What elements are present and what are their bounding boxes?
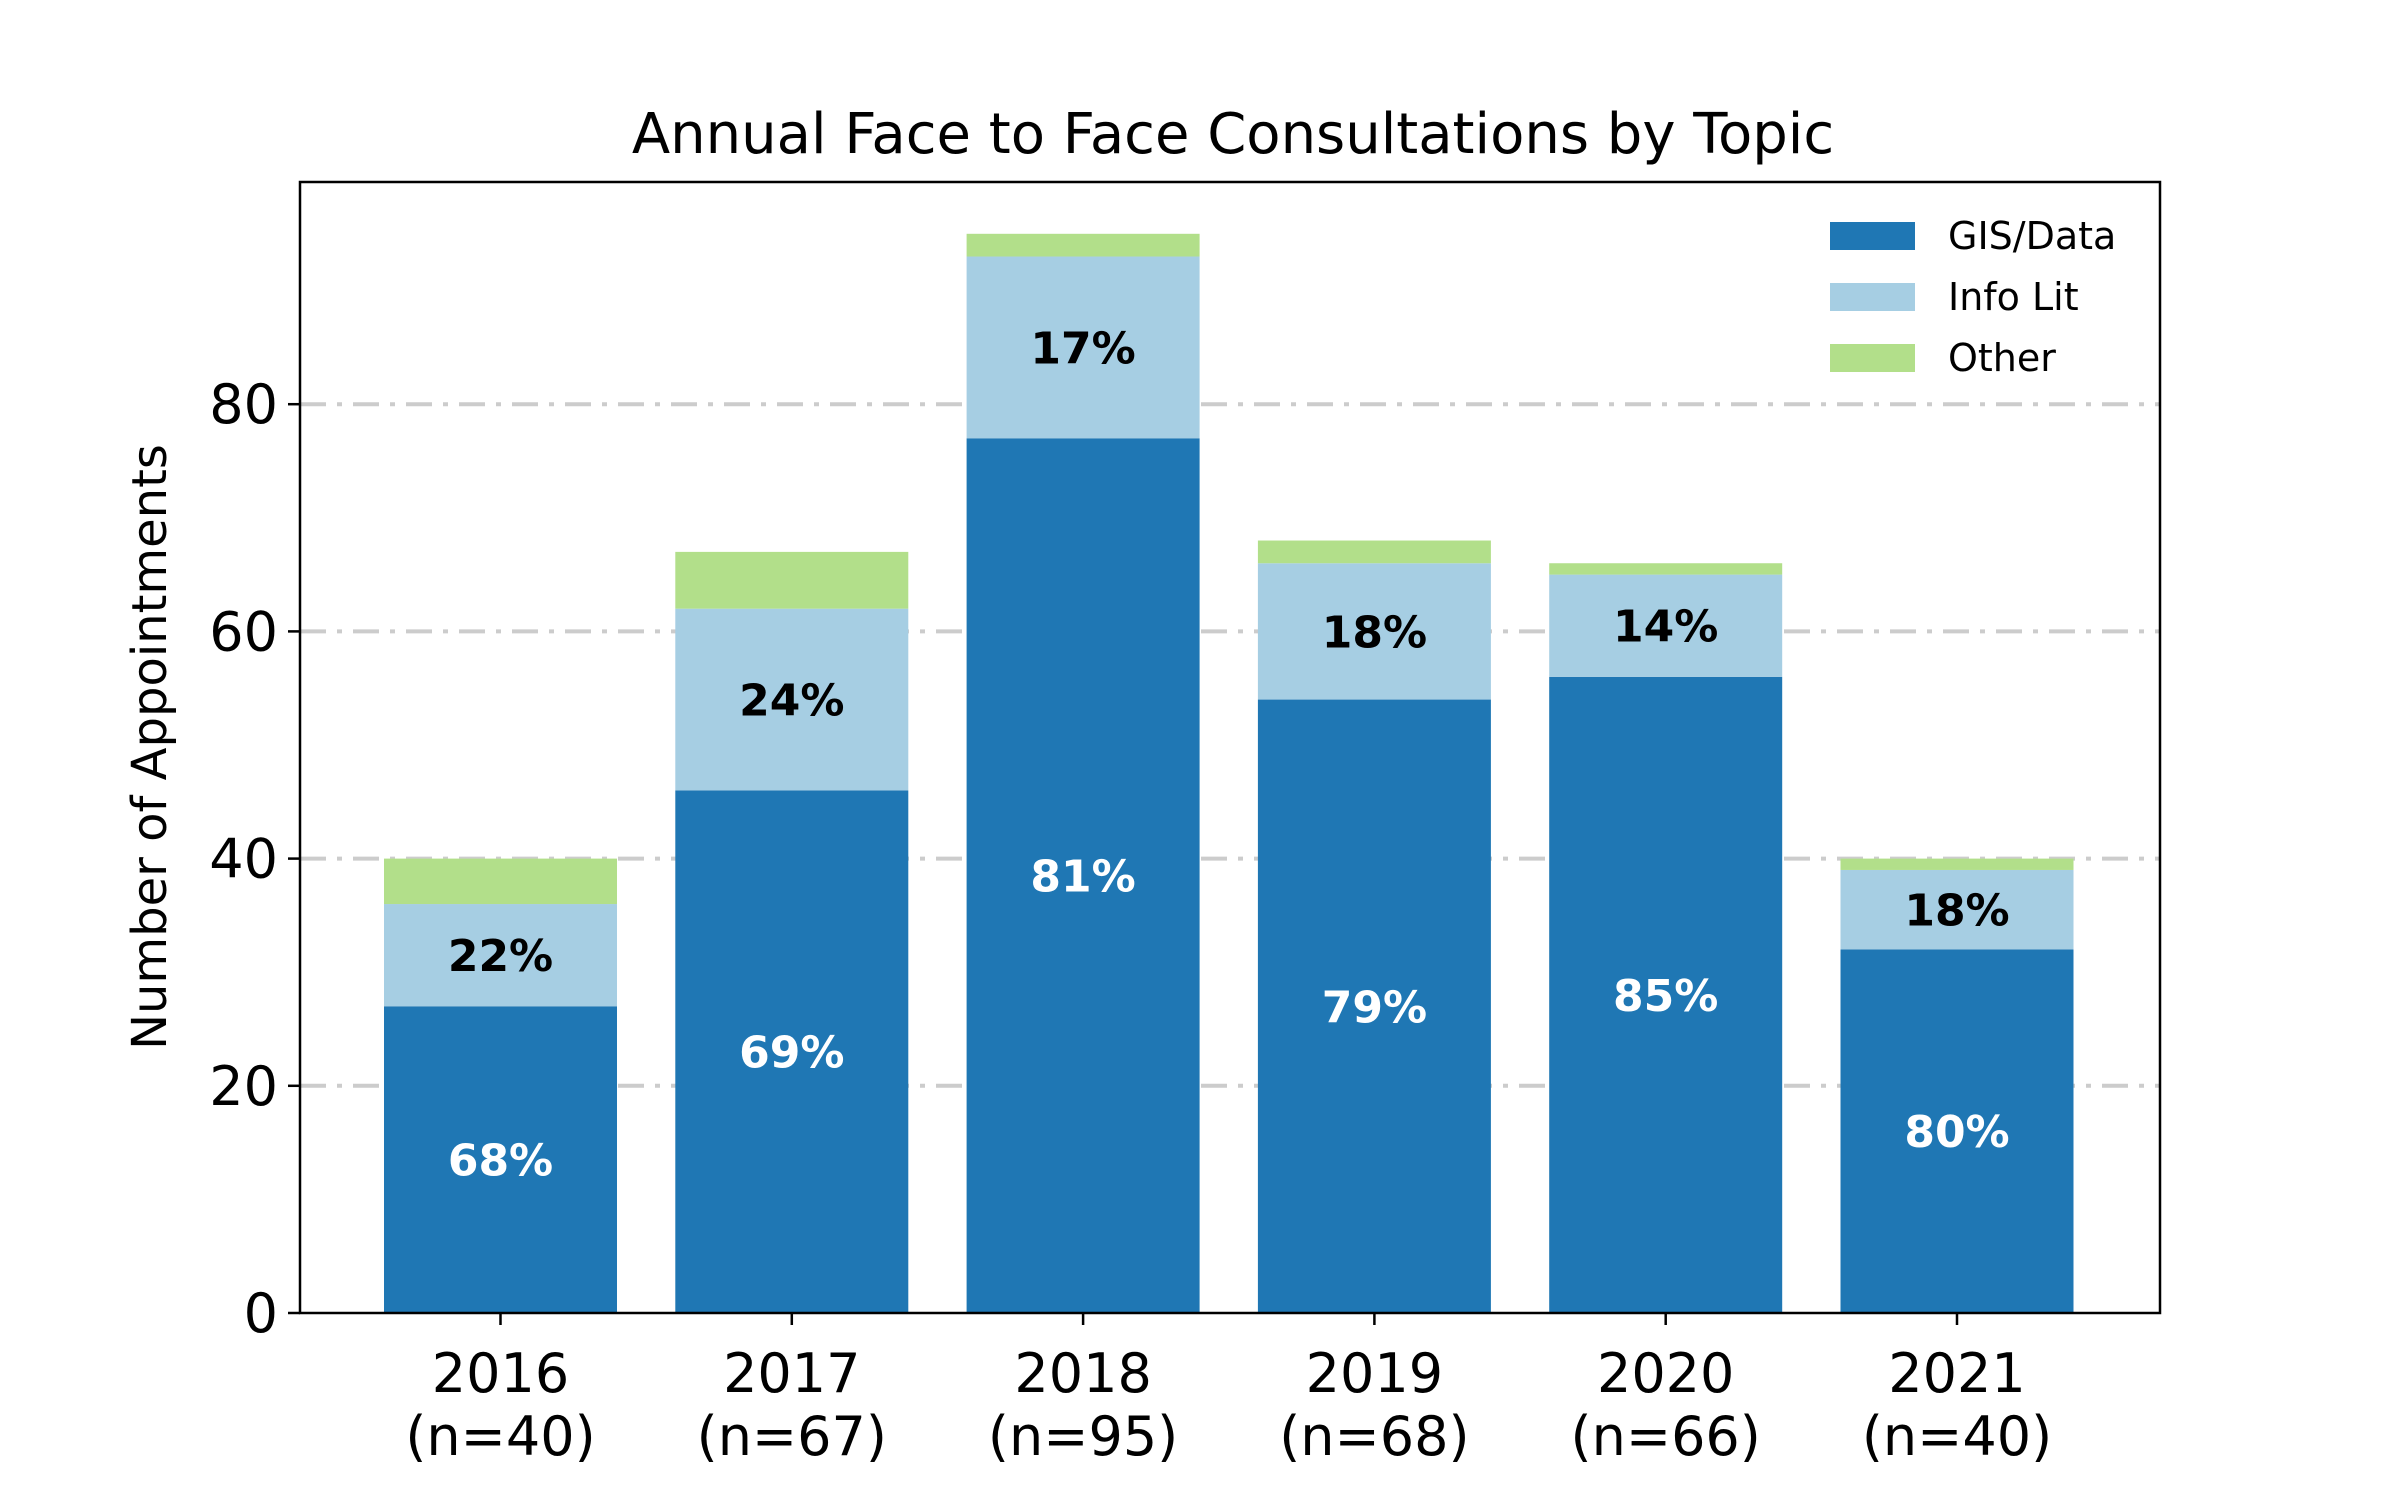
bars bbox=[384, 233, 2074, 1313]
legend-label: Other bbox=[1948, 336, 2056, 380]
y-tick-label: 40 bbox=[209, 828, 278, 891]
legend-label: Info Lit bbox=[1948, 275, 2079, 319]
x-tick-label: 2020 bbox=[1597, 1342, 1734, 1405]
bar-gis-data-2018 bbox=[966, 438, 1200, 1313]
legend-swatch bbox=[1830, 283, 1915, 311]
legend-label: GIS/Data bbox=[1948, 214, 2116, 258]
y-tick-label: 80 bbox=[209, 373, 278, 436]
data-label: 85% bbox=[1613, 971, 1718, 1022]
x-tick-label: 2016 bbox=[432, 1342, 569, 1405]
y-tick-label: 20 bbox=[209, 1055, 278, 1118]
x-tick-sublabel: (n=40) bbox=[405, 1405, 595, 1468]
bar-other-2018 bbox=[966, 233, 1200, 257]
bar-gis-data-2016 bbox=[384, 1006, 617, 1313]
data-label: 18% bbox=[1322, 607, 1427, 658]
bar-gis-data-2017 bbox=[675, 790, 909, 1313]
data-label: 69% bbox=[739, 1028, 844, 1079]
bar-info-lit-2016 bbox=[384, 904, 617, 1007]
bar-other-2021 bbox=[1840, 858, 2074, 870]
bar-other-2017 bbox=[675, 551, 909, 609]
legend-swatch bbox=[1830, 222, 1915, 250]
bar-info-lit-2018 bbox=[966, 256, 1200, 439]
chart-title: Annual Face to Face Consultations by Top… bbox=[632, 102, 1834, 167]
bar-gis-data-2021 bbox=[1840, 949, 2074, 1313]
x-tick-sublabel: (n=40) bbox=[1862, 1405, 2052, 1468]
y-tick-label: 60 bbox=[209, 600, 278, 663]
x-tick-label: 2021 bbox=[1888, 1342, 2025, 1405]
bar-other-2020 bbox=[1549, 563, 1783, 575]
bar-info-lit-2017 bbox=[675, 608, 909, 791]
data-label: 14% bbox=[1613, 602, 1718, 653]
bar-gis-data-2020 bbox=[1549, 676, 1783, 1313]
y-axis-label: Number of Appointments bbox=[122, 444, 178, 1050]
data-label: 81% bbox=[1030, 852, 1135, 903]
data-label: 79% bbox=[1322, 982, 1427, 1033]
data-label: 80% bbox=[1904, 1107, 2009, 1158]
bar-other-2016 bbox=[384, 858, 617, 905]
data-label: 18% bbox=[1904, 886, 2009, 937]
x-tick-label: 2017 bbox=[723, 1342, 860, 1405]
x-tick-sublabel: (n=66) bbox=[1571, 1405, 1761, 1468]
x-tick-label: 2019 bbox=[1306, 1342, 1443, 1405]
x-tick-sublabel: (n=67) bbox=[697, 1405, 887, 1468]
y-tick-label: 0 bbox=[244, 1282, 278, 1345]
bar-info-lit-2021 bbox=[1840, 869, 2074, 950]
x-tick-sublabel: (n=95) bbox=[988, 1405, 1178, 1468]
legend: GIS/Data Info Lit Other bbox=[1808, 206, 2138, 402]
bar-info-lit-2020 bbox=[1549, 574, 1783, 677]
data-label: 68% bbox=[448, 1136, 553, 1187]
data-label: 17% bbox=[1030, 323, 1135, 374]
x-tick-sublabel: (n=68) bbox=[1279, 1405, 1469, 1468]
data-label: 22% bbox=[448, 931, 553, 982]
axis-ticks: 0204060802016(n=40)2017(n=67)2018(n=95)2… bbox=[209, 373, 2052, 1468]
bar-info-lit-2019 bbox=[1257, 563, 1491, 700]
bar-labels: 68% 22% 69% 24% 81% 17% 79% 18% 85% 14% 80% 18% bbox=[448, 323, 2010, 1186]
data-label: 24% bbox=[739, 676, 844, 727]
plot-frame bbox=[298, 180, 2162, 1315]
bar-gis-data-2019 bbox=[1257, 699, 1491, 1313]
bar-other-2019 bbox=[1257, 540, 1491, 564]
x-tick-label: 2018 bbox=[1014, 1342, 1151, 1405]
legend-swatch bbox=[1830, 344, 1915, 372]
